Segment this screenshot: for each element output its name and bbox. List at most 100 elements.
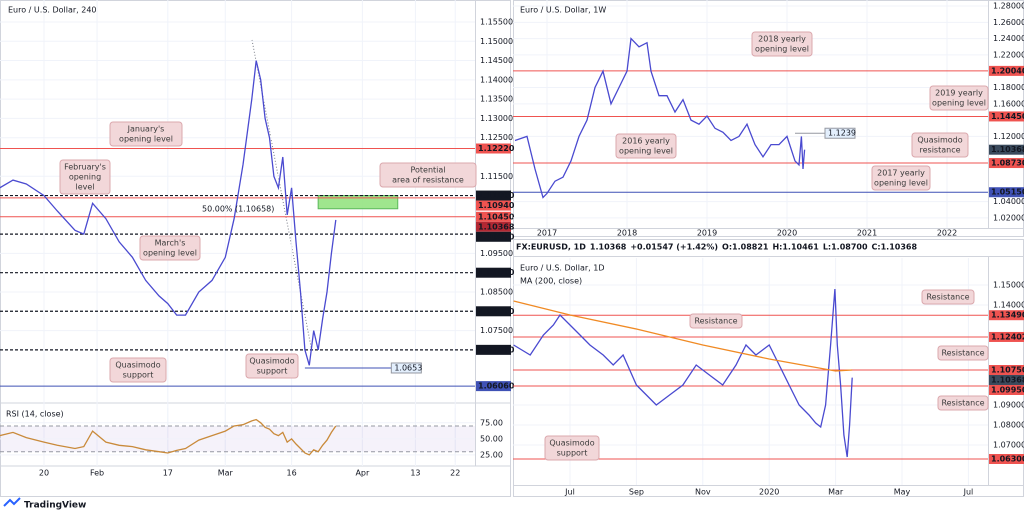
marker-label: 1.1239 <box>828 129 856 138</box>
price-label-box <box>476 231 511 242</box>
annotation-box <box>109 357 167 383</box>
x-tick-label: 2020 <box>759 488 779 497</box>
y-tick-label: 1.13000 <box>480 114 513 123</box>
price-label: 1.06300 <box>991 455 1024 464</box>
x-tick-label: 2017 <box>537 229 557 238</box>
price-label-box <box>476 381 511 392</box>
price-label-box <box>989 144 1024 155</box>
x-tick-label: 16 <box>287 469 297 478</box>
price-label: 1.10368 <box>991 376 1024 385</box>
y-tick-label: 1.15000 <box>480 37 513 46</box>
x-tick-label: Sep <box>629 488 644 497</box>
annotation-text: Quasimodo <box>549 439 594 448</box>
annotation-text: opening level <box>143 249 197 258</box>
x-tick-label: 2022 <box>937 229 957 238</box>
header-item: FX:EURUSD, 1D <box>516 243 586 252</box>
y-tick-label: 1.09500 <box>480 249 513 258</box>
header-item: H:1.10461 <box>772 243 819 252</box>
price-label-box <box>989 187 1024 198</box>
marker-label: 1.0653 <box>394 363 422 372</box>
price-label-box <box>989 454 1024 464</box>
annotation: Resistance <box>921 289 975 305</box>
price-label-box <box>989 310 1024 321</box>
y-tick-label: 1.28000 <box>993 2 1024 11</box>
price-label-box <box>989 385 1024 395</box>
marker-box <box>824 127 856 139</box>
price-label-box <box>989 111 1024 122</box>
header-item: 1.10368 <box>590 243 627 252</box>
annotation-box <box>59 159 111 195</box>
annotation-text: March's <box>155 239 186 248</box>
price-label-box <box>476 190 511 201</box>
y-tick-label: 25.00 <box>480 450 503 459</box>
x-tick-label: Nov <box>695 488 711 497</box>
annotation-text: opening level <box>619 147 673 156</box>
y-tick-label: 1.14500 <box>480 56 513 65</box>
annotation-text: January's <box>127 125 165 134</box>
x-tick-label: 2020 <box>777 229 797 238</box>
trend-line <box>251 39 313 353</box>
annotation-box <box>109 121 183 147</box>
panel-frame <box>0 0 511 497</box>
price-label: 1.13490 <box>991 311 1024 320</box>
y-tick-label: 50.00 <box>480 434 503 443</box>
y-tick-label: 1.24000 <box>993 34 1024 43</box>
y-tick-label: 1.15000 <box>993 281 1024 290</box>
x-tick-label: 2021 <box>857 229 877 238</box>
annotation-box <box>937 345 989 361</box>
price-label-box <box>476 344 511 355</box>
price-label-box <box>989 65 1024 76</box>
price-label: 1.14450 <box>991 112 1024 121</box>
x-tick-label: Mar <box>828 488 844 497</box>
annotation-box <box>139 235 201 261</box>
price-label-box <box>989 365 1024 375</box>
price-label: 1.12220 <box>478 144 515 153</box>
header-item: L:1.08700 <box>823 243 868 252</box>
price-label: 1.09000 <box>478 268 515 277</box>
price-label-box <box>476 143 511 154</box>
y-tick-label: 1.22000 <box>993 50 1024 59</box>
x-tick-label: 17 <box>163 469 173 478</box>
annotation-box <box>937 395 989 411</box>
y-tick-label: 1.12000 <box>993 132 1024 141</box>
y-tick-label: 1.11500 <box>480 172 513 181</box>
annotation-text: support <box>123 371 154 380</box>
annotation-box <box>615 133 677 159</box>
annotation-box <box>245 353 299 379</box>
annotation-text: Potential <box>410 166 445 175</box>
x-tick-label: Jul <box>564 488 575 497</box>
series-line <box>0 418 337 456</box>
annotation-text: opening level <box>932 99 986 108</box>
price-label: 1.11000 <box>478 191 515 200</box>
annotation-box <box>379 162 477 188</box>
annotation-text: opening level <box>874 179 928 188</box>
annotation-text: area of resistance <box>392 176 464 185</box>
annotation-text: Resistance <box>694 317 737 326</box>
price-label: 1.10368 <box>478 222 515 231</box>
price-label-box <box>476 306 511 317</box>
annotation-box <box>689 313 743 329</box>
chart: 1.28000 1.26000 1.24000 1.22000 1.18000 1.160… <box>513 0 1024 238</box>
annotation-text: February's <box>64 163 106 172</box>
price-label: 1.12402 <box>991 332 1024 341</box>
annotation-box <box>911 132 969 158</box>
price-label-box <box>989 158 1024 169</box>
annotation-text: 2019 yearly <box>935 89 983 98</box>
y-tick-label: 1.07000 <box>993 441 1024 450</box>
legend-entry: MA (200, close) <box>520 277 582 286</box>
x-tick-label: Mar <box>218 469 234 478</box>
annotation-text: opening <box>69 173 101 182</box>
price-label-box <box>476 221 511 232</box>
y-tick-label: 1.07500 <box>480 326 513 335</box>
annotation-box <box>544 435 600 461</box>
price-label: 1.10750 <box>991 366 1024 375</box>
annotation-text: Resistance <box>926 293 969 302</box>
y-tick-label: 1.14000 <box>993 301 1024 310</box>
annotation-text: Resistance <box>941 399 984 408</box>
